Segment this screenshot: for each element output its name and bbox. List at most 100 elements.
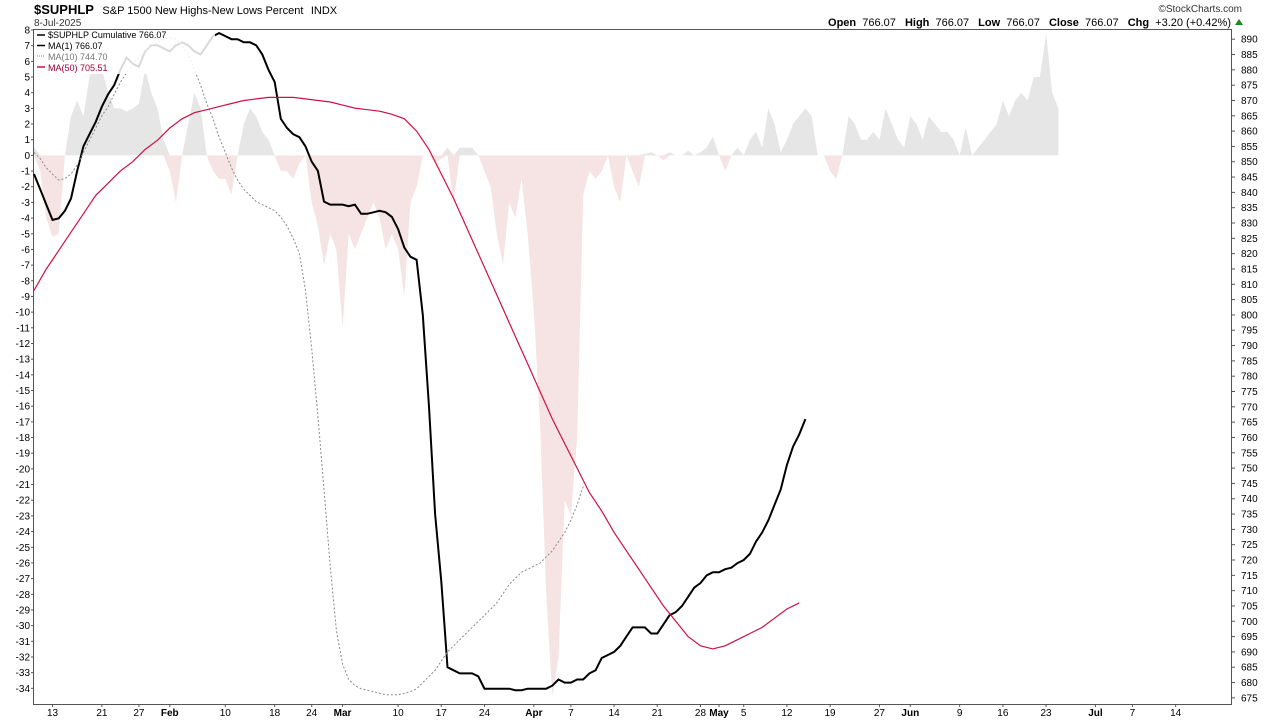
y-left-tick-label: -5 — [21, 229, 30, 240]
x-tick-label: Apr — [525, 708, 542, 719]
y-left-tick-label: -22 — [16, 496, 31, 507]
y-left-tick-label: -3 — [21, 198, 30, 209]
x-axis: 13 21 27 Feb 10 18 24 Mar 10 17 24 Apr 7 14 21 28 May 5 12… — [47, 704, 1182, 719]
area-negative — [34, 155, 1059, 697]
y-right-tick-label: 810 — [1241, 280, 1258, 291]
y-left-tick-label: -28 — [16, 590, 31, 601]
y-right-tick-label: 820 — [1241, 249, 1258, 260]
y-right-tick-label: 740 — [1241, 494, 1258, 505]
x-tick-label: 7 — [1130, 708, 1136, 719]
y-left-tick-label: -27 — [16, 574, 31, 585]
y-right-tick-label: 870 — [1241, 96, 1258, 107]
y-right-tick-label: 745 — [1241, 479, 1258, 490]
y-left-tick-label: -1 — [21, 167, 30, 178]
high-label: High — [905, 17, 930, 29]
y-right-tick-label: 865 — [1241, 111, 1258, 122]
open-label: Open — [828, 17, 856, 29]
y-left-tick-label: -19 — [16, 449, 31, 460]
y-left-tick-label: -21 — [16, 480, 31, 491]
y-left-tick-label: 2 — [24, 120, 30, 131]
y-left-tick-label: 8 — [24, 26, 30, 37]
y-left-tick-label: -13 — [16, 355, 31, 366]
y-left-tick-label: -24 — [16, 527, 31, 538]
y-right-tick-label: 815 — [1241, 264, 1258, 275]
x-tick-label: 5 — [741, 708, 747, 719]
y-left-tick-label: -6 — [21, 245, 30, 256]
y-right-tick-label: 680 — [1241, 678, 1258, 689]
legend-label-ma50: MA(50) 705.51 — [48, 63, 108, 73]
symbol: $SUPHLP — [34, 2, 94, 17]
legend-label-cumulative: $SUPHLP Cumulative 766.07 — [48, 30, 166, 40]
y-right-tick-label: 715 — [1241, 571, 1258, 582]
description: S&P 1500 New Highs-New Lows Percent — [102, 5, 303, 17]
close-label: Close — [1049, 17, 1079, 29]
legend-label-ma1: MA(1) 766.07 — [48, 41, 103, 51]
y-right-tick-label: 795 — [1241, 326, 1258, 337]
x-tick-label: 19 — [825, 708, 837, 719]
x-tick-label: 10 — [220, 708, 232, 719]
chg-label: Chg — [1128, 17, 1149, 29]
y-left-tick-label: -34 — [16, 684, 31, 695]
y-right-tick-label: 695 — [1241, 632, 1258, 643]
y-left-tick-label: -14 — [16, 370, 31, 381]
y-right-tick-label: 890 — [1241, 35, 1258, 46]
legend: $SUPHLP Cumulative 766.07 MA(1) 766.07 M… — [35, 30, 215, 74]
y-left-tick-label: -23 — [16, 511, 31, 522]
series-line-ma-50 — [33, 96, 800, 650]
x-tick-label: 27 — [133, 708, 145, 719]
chart-date: 8-Jul-2025 — [34, 18, 82, 29]
y-right-tick-label: 710 — [1241, 586, 1258, 597]
y-left-tick-label: -33 — [16, 668, 31, 679]
y-right-tick-label: 840 — [1241, 188, 1258, 199]
chg-value: +3.20 (+0.42%) — [1155, 17, 1231, 29]
x-tick-label: 7 — [568, 708, 574, 719]
y-left-tick-label: -8 — [21, 276, 30, 287]
x-tick-label: 10 — [393, 708, 405, 719]
low-label: Low — [978, 17, 1000, 29]
y-left-tick-label: 7 — [24, 41, 30, 52]
y-right-tick-label: 860 — [1241, 127, 1258, 138]
y-right-tick-label: 835 — [1241, 203, 1258, 214]
y-left-tick-label: 3 — [24, 104, 30, 115]
y-right-tick-label: 760 — [1241, 433, 1258, 444]
y-right-tick-label: 880 — [1241, 65, 1258, 76]
y-right-tick-label: 805 — [1241, 295, 1258, 306]
x-tick-label: 27 — [874, 708, 886, 719]
low-value: 766.07 — [1006, 17, 1040, 29]
y-right-tick-label: 690 — [1241, 647, 1258, 658]
x-tick-label: 17 — [436, 708, 448, 719]
y-right-tick-label: 775 — [1241, 387, 1258, 398]
y-left-tick-label: 5 — [24, 73, 30, 84]
y-right-tick-label: 700 — [1241, 617, 1258, 628]
open-value: 766.07 — [862, 17, 896, 29]
y-right-tick-label: 875 — [1241, 81, 1258, 92]
y-right-tick-label: 790 — [1241, 341, 1258, 352]
y-left-tick-label: -2 — [21, 182, 30, 193]
x-tick-label: 9 — [957, 708, 963, 719]
x-tick-label: 18 — [269, 708, 281, 719]
x-tick-label: 14 — [1170, 708, 1182, 719]
y-left-tick-label: -32 — [16, 652, 31, 663]
y-right-tick-label: 730 — [1241, 525, 1258, 536]
ohlc-readout: Open 766.07 High 766.07 Low 766.07 Close… — [828, 17, 1231, 29]
y-right-tick-label: 735 — [1241, 510, 1258, 521]
y-right-tick-label: 830 — [1241, 219, 1258, 230]
x-tick-label: 13 — [47, 708, 59, 719]
x-tick-label: Feb — [161, 708, 179, 719]
y-right-tick-label: 800 — [1241, 310, 1258, 321]
y-left-tick-label: -10 — [16, 308, 31, 319]
y-left-tick-label: -20 — [16, 464, 31, 475]
y-left-tick-label: -4 — [21, 214, 30, 225]
x-tick-label: 21 — [96, 708, 108, 719]
y-left-tick-label: 1 — [24, 135, 30, 146]
y-right-tick-label: 705 — [1241, 601, 1258, 612]
y-left-tick-label: -26 — [16, 558, 31, 569]
y-right-tick-label: 825 — [1241, 234, 1258, 245]
x-tick-label: Jul — [1088, 708, 1103, 719]
high-value: 766.07 — [935, 17, 969, 29]
x-tick-label: 28 — [695, 708, 707, 719]
y-left-tick-label: -29 — [16, 605, 31, 616]
y-right-tick-label: 720 — [1241, 556, 1258, 567]
plot-frame — [33, 29, 1232, 705]
